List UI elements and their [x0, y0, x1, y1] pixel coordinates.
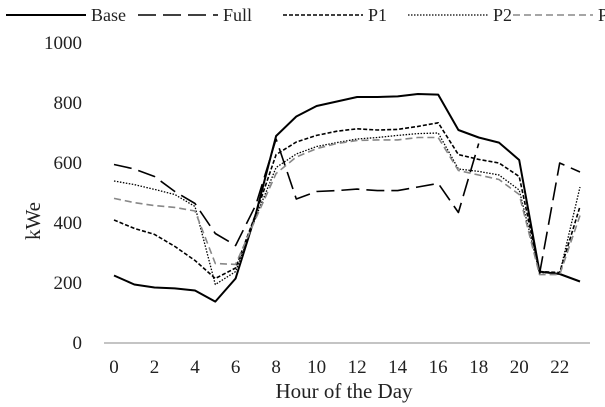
x-tick-label-6: 6 [231, 357, 241, 378]
x-tick-label-2: 2 [150, 357, 160, 378]
x-tick-label-8: 8 [271, 357, 281, 378]
x-tick-label-14: 14 [388, 357, 408, 378]
x-tick-label-4: 4 [190, 357, 200, 378]
x-axis: 0 2 4 6 8 10 12 14 16 18 20 22 [104, 342, 590, 378]
series-line-p1 [113, 122, 581, 280]
y-axis: 0 200 400 600 800 1000 [44, 33, 82, 354]
x-tick-label-20: 20 [510, 357, 529, 378]
plot-area [113, 93, 581, 303]
y-tick-label-0: 0 [73, 333, 83, 354]
y-tick-label-1000: 1000 [44, 33, 82, 54]
y-tick-label-400: 400 [54, 213, 83, 234]
x-axis-title: Hour of the Day [275, 379, 413, 403]
y-tick-label-800: 800 [54, 93, 83, 114]
series-line-full [113, 138, 581, 275]
x-tick-label-12: 12 [348, 357, 367, 378]
x-tick-label-22: 22 [550, 357, 569, 378]
series-line-base [113, 93, 581, 303]
legend-label-base: Base [91, 5, 126, 25]
x-tick-label-0: 0 [109, 357, 119, 378]
legend-label-p2: P2 [493, 5, 512, 25]
chart-legend: Base Full P1 P2 P3 [6, 5, 605, 25]
y-tick-label-200: 200 [54, 273, 83, 294]
legend-label-p1: P1 [368, 5, 387, 25]
x-tick-label-10: 10 [307, 357, 326, 378]
series-line-p2 [113, 132, 581, 286]
series-line-p3 [113, 136, 581, 276]
x-tick-label-16: 16 [429, 357, 448, 378]
x-tick-label-18: 18 [469, 357, 488, 378]
y-tick-label-600: 600 [54, 153, 83, 174]
legend-label-full: Full [223, 5, 252, 25]
legend-label-p3: P3 [598, 5, 605, 25]
y-axis-title: kWe [21, 202, 45, 240]
